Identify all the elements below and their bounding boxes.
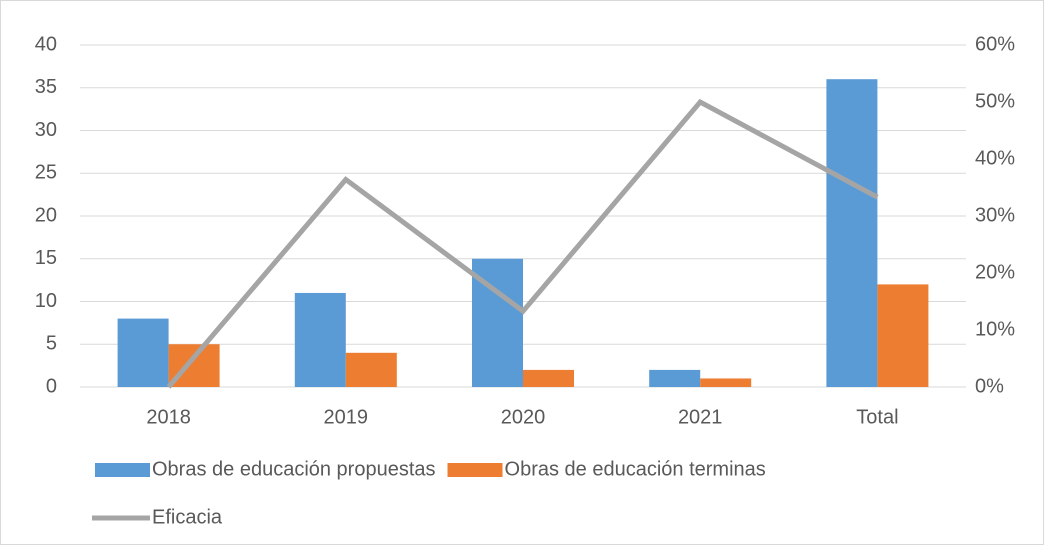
x-tick-label: Total [856, 406, 898, 428]
bar [294, 292, 346, 387]
legend-label: Obras de educación terminas [505, 458, 766, 480]
legend-label: Eficacia [152, 506, 223, 528]
bar [649, 369, 701, 387]
bar [117, 318, 169, 387]
x-tick-label: 2021 [678, 406, 723, 428]
legend-label: Obras de educación propuestas [152, 458, 436, 480]
bar [826, 79, 878, 387]
y-tick-label: 10 [35, 290, 57, 312]
y-tick-label: 30 [35, 119, 57, 141]
x-tick-label: 2020 [501, 406, 546, 428]
y-tick-label: 5 [46, 333, 57, 355]
y2-tick-label: 10% [975, 318, 1015, 340]
x-tick-label: 2018 [146, 406, 191, 428]
y-tick-label: 25 [35, 162, 57, 184]
y2-tick-label: 40% [975, 147, 1015, 169]
y2-tick-label: 20% [975, 261, 1015, 283]
x-tick-label: 2019 [324, 406, 369, 428]
y-tick-label: 20 [35, 204, 57, 226]
bar [700, 378, 752, 387]
legend-swatch [447, 463, 503, 477]
y-tick-label: 15 [35, 247, 57, 269]
bar [877, 284, 929, 387]
y2-tick-label: 30% [975, 204, 1015, 226]
bar [523, 369, 574, 387]
y-tick-label: 35 [35, 76, 57, 98]
line [166, 98, 879, 389]
y-tick-label: 0 [46, 375, 57, 397]
y2-tick-label: 50% [975, 90, 1015, 112]
bar [345, 352, 397, 387]
y-tick-label: 40 [35, 33, 57, 55]
y2-tick-label: 60% [975, 33, 1015, 55]
y2-tick-label: 0% [975, 375, 1004, 397]
legend-swatch [95, 463, 150, 477]
